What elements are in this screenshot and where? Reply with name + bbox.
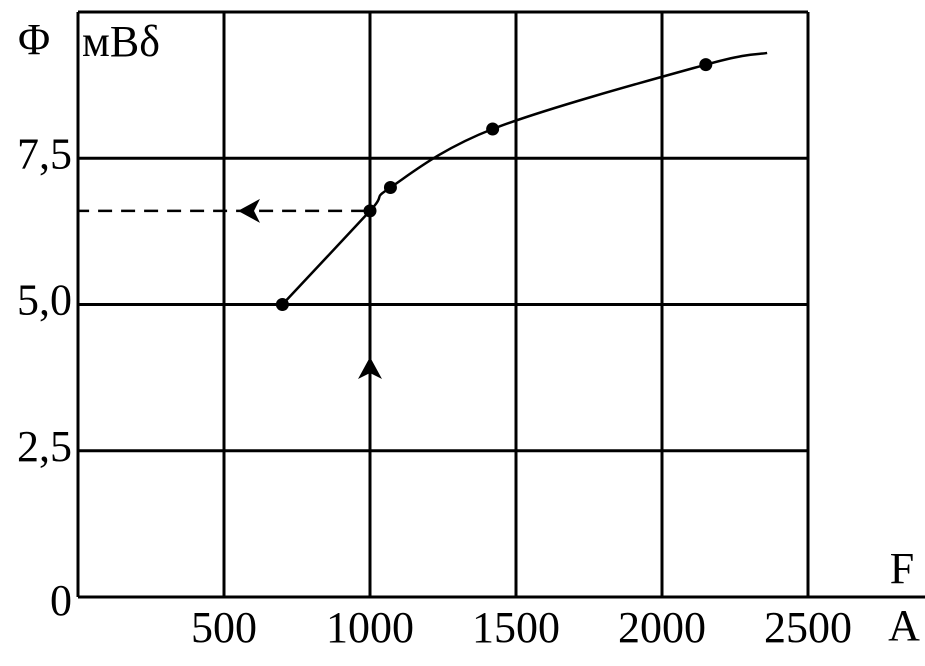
y-tick-label: 5,0 <box>17 276 72 325</box>
data-point <box>699 58 713 72</box>
y-axis-label: Φ <box>18 15 50 64</box>
y-tick-label: 2,5 <box>17 422 72 471</box>
reading-guide <box>78 209 372 597</box>
data-point <box>275 298 289 311</box>
data-point <box>486 122 500 136</box>
data-point <box>363 204 377 218</box>
x-tick-label: 500 <box>191 603 257 652</box>
y-tick-label: 0 <box>50 576 72 625</box>
arrow <box>238 198 260 223</box>
x-tick-label: 2000 <box>618 603 706 652</box>
y-tick-label: 7,5 <box>17 129 72 178</box>
x-tick-label: 1500 <box>472 603 560 652</box>
y-axis-unit: мВδ <box>82 17 160 66</box>
x-tick-label: 2500 <box>764 603 852 652</box>
x-axis-label: F <box>890 544 914 593</box>
x-tick-label: 1000 <box>326 603 414 652</box>
data-point <box>383 181 397 194</box>
curve <box>281 51 768 306</box>
arrow <box>358 357 382 379</box>
x-axis-unit: A <box>888 601 920 650</box>
